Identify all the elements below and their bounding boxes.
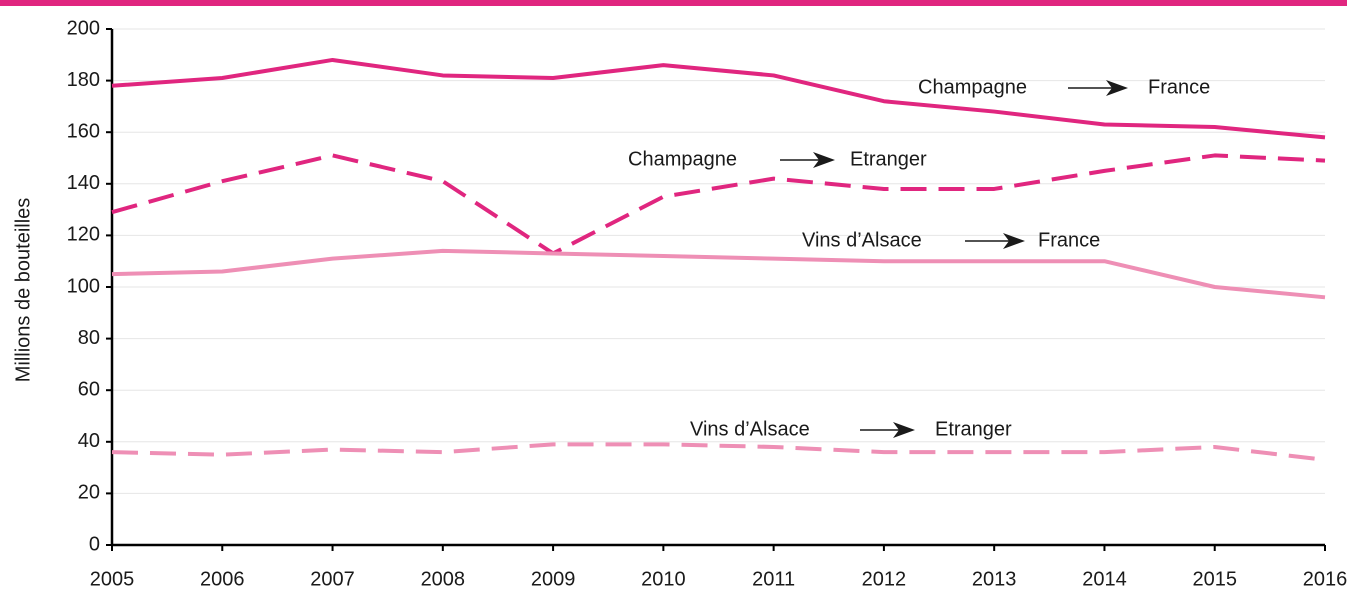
label-arrowhead [893,422,915,438]
x-tick-label: 2010 [641,568,686,590]
x-tick-label: 2015 [1192,568,1237,590]
series-target: Etranger [935,418,1012,440]
series-target: France [1038,229,1100,251]
top-bar [0,0,1347,6]
series-label: Vins d’Alsace [802,229,922,251]
label-arrowhead [813,152,835,168]
y-tick-label: 120 [67,224,100,246]
x-tick-label: 2013 [972,568,1017,590]
y-tick-label: 20 [78,482,100,504]
x-tick-label: 2016 [1303,568,1347,590]
label-arrowhead [1106,80,1128,96]
x-tick-label: 2006 [200,568,245,590]
y-tick-label: 180 [67,69,100,91]
x-tick-label: 2011 [752,568,795,590]
y-tick-label: 80 [78,327,100,349]
y-axis-label: Millions de bouteilles [12,198,34,383]
x-tick-label: 2008 [421,568,466,590]
series-line [111,153,1326,256]
x-tick-label: 2009 [531,568,576,590]
series-line [111,248,1326,300]
series-label: Vins d’Alsace [690,418,810,440]
y-tick-label: 0 [89,533,100,555]
y-tick-label: 160 [67,120,100,142]
x-tick-label: 2014 [1082,568,1127,590]
series-line [111,57,1326,140]
series-label: Champagne [918,76,1027,98]
y-tick-label: 100 [67,275,100,297]
x-tick-label: 2007 [310,568,355,590]
series-line [111,442,1326,462]
series-label: Champagne [628,148,737,170]
y-tick-label: 40 [78,430,100,452]
y-tick-label: 60 [78,378,100,400]
y-tick-label: 200 [67,17,100,39]
x-tick-label: 2012 [862,568,907,590]
x-tick-label: 2005 [90,568,135,590]
label-arrowhead [1003,233,1025,249]
series-target: France [1148,76,1210,98]
series-target: Etranger [850,148,927,170]
y-tick-label: 140 [67,172,100,194]
